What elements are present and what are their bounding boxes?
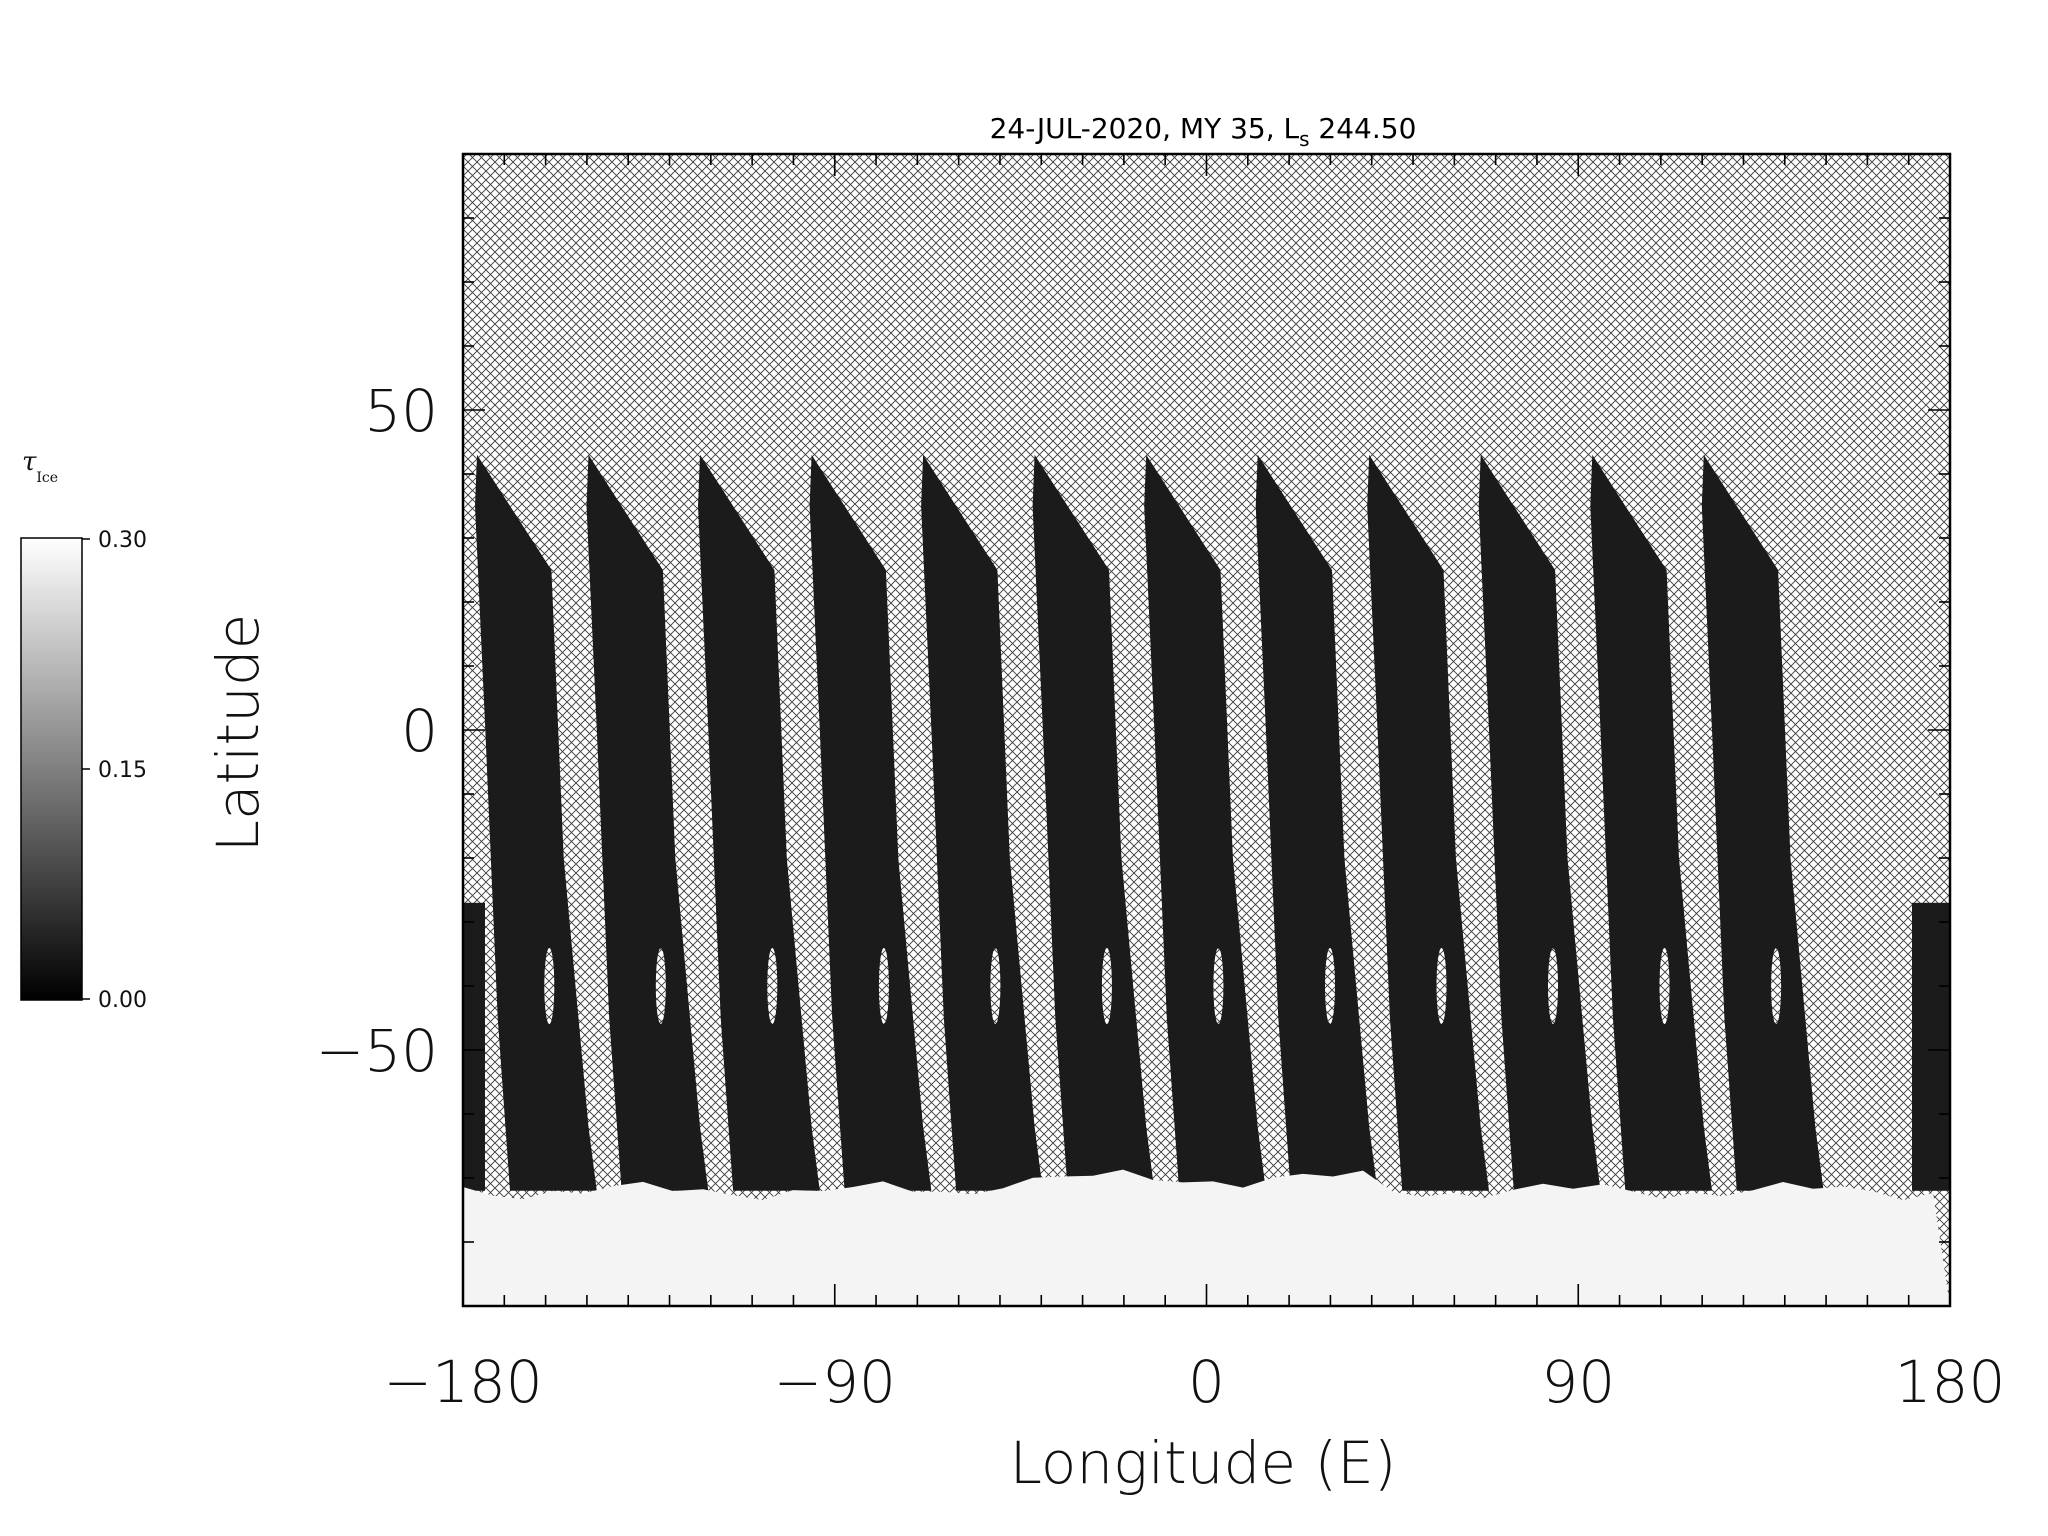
swath-gap: [1771, 948, 1782, 1024]
y-axis-label: Latitude: [204, 614, 272, 853]
colorbar: τIce 0.30 0.15 0.00: [20, 447, 147, 1013]
orbit-swath-right-edge: [1912, 902, 1950, 1191]
orbit-swath: [1590, 454, 1712, 1191]
swath-gap: [990, 948, 1001, 1024]
colorbar-mid-label: 0.15: [98, 758, 147, 783]
plot-area: [461, 152, 1952, 1308]
x-tick-label: −90: [774, 1348, 896, 1416]
orbit-swath: [1144, 454, 1266, 1191]
orbit-swath: [1255, 454, 1378, 1191]
swath-gap: [544, 948, 555, 1024]
swath-gap: [878, 948, 889, 1024]
swath-gap: [1213, 948, 1224, 1024]
y-tick-label: 0: [401, 697, 438, 765]
colorbar-symbol: τIce: [22, 447, 58, 486]
orbit-swath: [698, 454, 820, 1191]
orbit-swath: [586, 454, 709, 1191]
title-subscript: s: [1299, 127, 1309, 151]
orbit-swath-left-edge: [463, 902, 485, 1191]
orbit-swath: [1367, 454, 1489, 1191]
colorbar-gradient: [20, 537, 83, 1001]
y-tick-label: 50: [364, 377, 438, 445]
colorbar-subscript: Ice: [36, 470, 58, 486]
swath-gap: [1101, 948, 1112, 1024]
orbit-swath: [809, 454, 932, 1191]
x-tick-label: 90: [1541, 1348, 1615, 1416]
orbit-swath: [921, 454, 1043, 1191]
orbit-swath: [475, 454, 597, 1191]
colorbar-min-label: 0.00: [98, 988, 147, 1013]
y-tick-labels: −50 0 50: [316, 377, 438, 1085]
swath-gap: [1548, 948, 1558, 1024]
swath-gap: [1325, 948, 1335, 1024]
orbit-swath: [1032, 454, 1155, 1191]
title-main: 24-JUL-2020, MY 35, L: [990, 112, 1300, 145]
swath-gap: [655, 948, 666, 1024]
x-tick-labels: −180 −90 0 90 180: [383, 1348, 2005, 1416]
orbit-swath: [1701, 454, 1824, 1191]
colorbar-max-label: 0.30: [98, 528, 147, 553]
polar-ice-cap: [463, 1169, 1950, 1306]
swath-gap: [1659, 948, 1670, 1024]
polar-ice-cap-layer: [463, 1169, 1950, 1306]
swath-gap: [767, 948, 778, 1024]
x-axis-label: Longitude (E): [1010, 1429, 1397, 1497]
axis-ticks: [462, 153, 1951, 1307]
x-tick-label: 180: [1895, 1348, 2006, 1416]
orbit-swath: [1478, 454, 1601, 1191]
swath-gap: [1436, 948, 1447, 1024]
title-tail: 244.50: [1310, 112, 1417, 145]
swath-layer: [463, 454, 1950, 1191]
x-tick-label: −180: [383, 1348, 542, 1416]
chart-title: 24-JUL-2020, MY 35, Ls 244.50: [990, 112, 1417, 151]
y-tick-label: −50: [316, 1017, 438, 1085]
x-tick-label: 0: [1188, 1348, 1225, 1416]
colorbar-tau: τ: [22, 447, 37, 477]
